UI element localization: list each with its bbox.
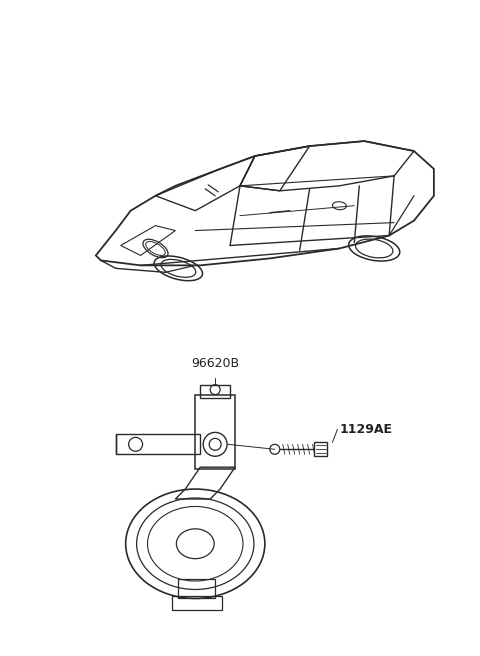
Text: 96620B: 96620B [191,357,239,370]
Text: 1129AE: 1129AE [339,423,393,436]
